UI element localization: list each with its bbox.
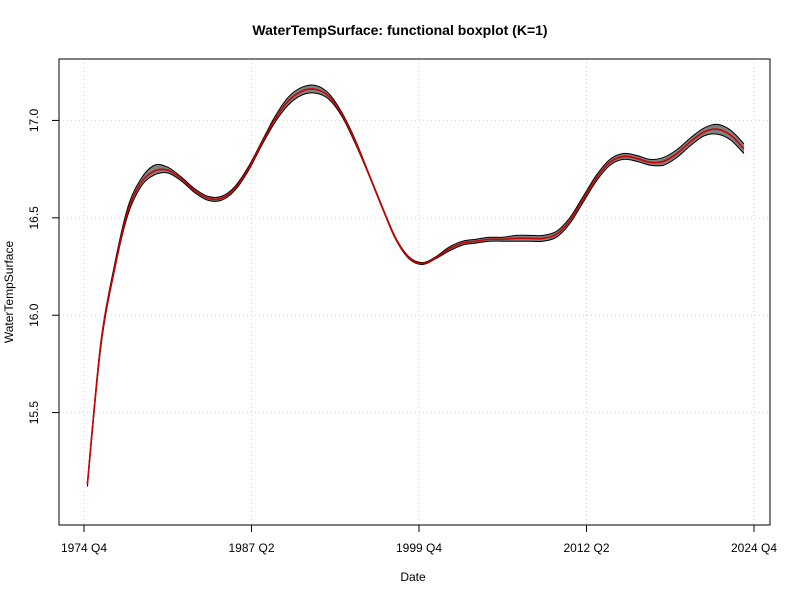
x-tick-label: 1999 Q4: [396, 541, 442, 555]
x-axis-label: Date: [400, 570, 426, 584]
envelope-band-group: [86, 84, 745, 487]
x-tick-label: 2012 Q2: [563, 541, 609, 555]
y-tick-label: 16.0: [27, 303, 41, 327]
x-tick-label: 2024 Q4: [731, 541, 777, 555]
envelope-lower-edge: [86, 92, 745, 487]
y-tick-label: 16.5: [27, 206, 41, 230]
median-line-group: [86, 88, 745, 485]
median-line: [86, 88, 745, 485]
plot-frame: [58, 58, 771, 526]
chart-title: WaterTempSurface: functional boxplot (K=…: [252, 22, 548, 38]
x-tick-label: 1974 Q4: [61, 541, 107, 555]
y-tick-label: 15.5: [27, 401, 41, 425]
x-tick-label: 1987 Q2: [228, 541, 274, 555]
envelope-upper-edge: [86, 84, 745, 483]
envelope-band: [87, 84, 744, 487]
y-tick-label: 17.0: [27, 108, 41, 132]
axes: 1974 Q4 1987 Q2 1999 Q4 2012 Q2 2024 Q4 15.5 1…: [27, 108, 777, 555]
grid-lines: [59, 59, 770, 525]
